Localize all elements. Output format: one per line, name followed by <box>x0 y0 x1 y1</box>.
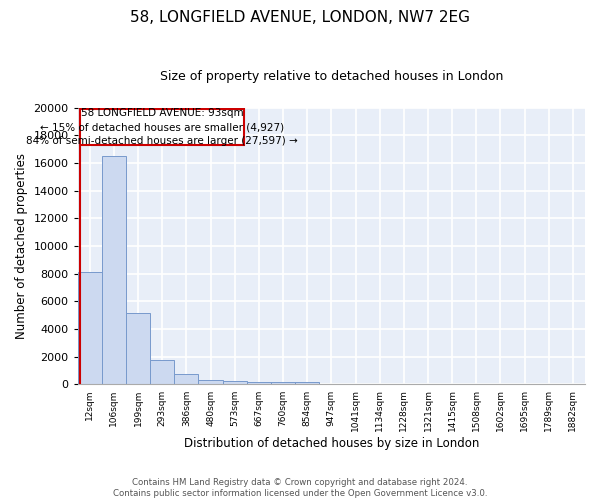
Text: 58, LONGFIELD AVENUE, LONDON, NW7 2EG: 58, LONGFIELD AVENUE, LONDON, NW7 2EG <box>130 10 470 25</box>
Bar <box>271 382 295 384</box>
Y-axis label: Number of detached properties: Number of detached properties <box>15 153 28 339</box>
Bar <box>78 272 102 384</box>
Bar <box>150 360 175 384</box>
Bar <box>223 381 247 384</box>
Bar <box>175 374 199 384</box>
Bar <box>295 382 319 384</box>
Bar <box>126 312 150 384</box>
Text: 58 LONGFIELD AVENUE: 93sqm
← 15% of detached houses are smaller (4,927)
84% of s: 58 LONGFIELD AVENUE: 93sqm ← 15% of deta… <box>26 108 298 146</box>
X-axis label: Distribution of detached houses by size in London: Distribution of detached houses by size … <box>184 437 479 450</box>
Text: Contains HM Land Registry data © Crown copyright and database right 2024.
Contai: Contains HM Land Registry data © Crown c… <box>113 478 487 498</box>
Title: Size of property relative to detached houses in London: Size of property relative to detached ho… <box>160 70 503 83</box>
FancyBboxPatch shape <box>80 109 244 145</box>
Bar <box>199 380 223 384</box>
Bar <box>247 382 271 384</box>
Bar <box>102 156 126 384</box>
